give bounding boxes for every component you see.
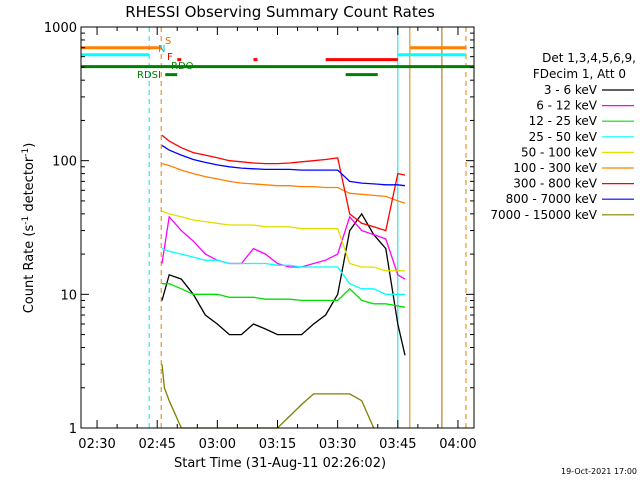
y-axis-label-main: Count Rate (s — [22, 225, 37, 314]
state-bars — [81, 46, 474, 77]
y-tick-label-2: 100 — [52, 155, 77, 170]
series-line-4 — [161, 210, 405, 272]
x-tick-label-1: 02:45 — [138, 437, 175, 452]
state-label-n: N — [158, 44, 165, 55]
legend-label-4: 50 - 100 keV — [521, 145, 598, 159]
state-label-rdsi: RDSI — [137, 70, 161, 81]
series-line-3 — [161, 247, 405, 295]
vertical-markers — [148, 27, 467, 428]
legend: Det 1,3,4,5,6,9, FDecim 1, Att 0 3 - 6 k… — [490, 51, 636, 222]
x-axis-ticks: 02:30 02:45 03:00 03:15 03:30 03:45 04:00 — [78, 27, 477, 452]
legend-label-2: 12 - 25 keV — [529, 114, 598, 128]
y-axis-label-mid: detector — [22, 156, 37, 216]
legend-header-2: FDecim 1, Att 0 — [533, 67, 626, 81]
legend-label-3: 25 - 50 keV — [529, 130, 598, 144]
series-line-6 — [161, 134, 406, 232]
y-axis-label-sup2: -1 — [21, 148, 31, 157]
x-tick-label-4: 03:30 — [319, 437, 356, 452]
x-tick-label-5: 03:45 — [379, 437, 416, 452]
y-axis-ticks: 1 10 100 1000 — [44, 21, 474, 437]
series-line-5 — [161, 162, 406, 204]
x-tick-label-3: 03:15 — [259, 437, 296, 452]
y-tick-label-3: 1000 — [44, 21, 77, 36]
y-tick-label-0: 1 — [69, 422, 77, 437]
legend-header-1: Det 1,3,4,5,6,9, — [542, 51, 636, 65]
timestamp: 19-Oct-2021 17:00 — [561, 467, 637, 476]
series-line-8 — [161, 364, 375, 429]
y-axis-label-end: ) — [22, 143, 37, 148]
legend-label-5: 100 - 300 keV — [513, 161, 597, 175]
legend-label-6: 300 - 800 keV — [513, 177, 597, 191]
legend-label-7: 800 - 7000 keV — [506, 192, 598, 206]
series-layer — [161, 134, 406, 429]
series-line-7 — [161, 144, 406, 187]
chart-title: RHESSI Observing Summary Count Rates — [125, 3, 435, 21]
y-axis-label-sup: -1 — [21, 216, 31, 225]
series-line-2 — [162, 283, 406, 308]
state-label-s: S — [165, 36, 171, 47]
state-label-rdo: RDO — [171, 61, 194, 72]
x-tick-label-6: 04:00 — [439, 437, 476, 452]
x-axis-label: Start Time (31-Aug-11 02:26:02) — [174, 456, 386, 471]
legend-label-1: 6 - 12 keV — [536, 99, 598, 113]
legend-label-0: 3 - 6 keV — [544, 83, 598, 97]
state-label-f: F — [167, 52, 173, 63]
y-tick-label-1: 10 — [60, 288, 77, 303]
y-axis-label: Count Rate (s-1 detector-1) — [21, 143, 37, 314]
series-line-0 — [161, 212, 406, 356]
x-tick-label-2: 03:00 — [199, 437, 236, 452]
x-tick-label-0: 02:30 — [78, 437, 115, 452]
legend-label-8: 7000 - 15000 keV — [490, 208, 597, 222]
